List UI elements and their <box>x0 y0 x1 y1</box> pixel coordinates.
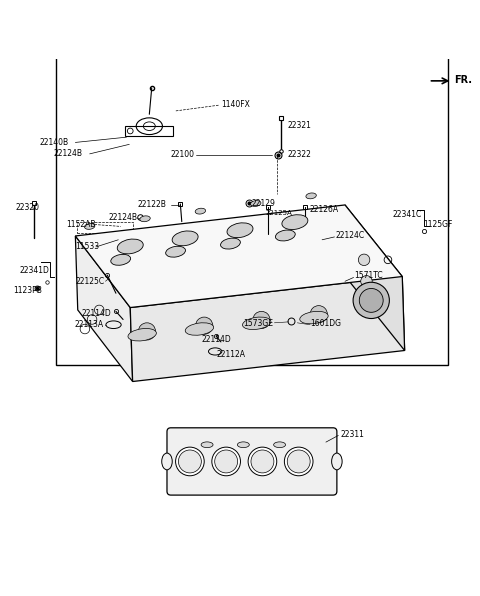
Polygon shape <box>75 236 132 381</box>
Ellipse shape <box>227 223 253 238</box>
Text: 1140FX: 1140FX <box>221 100 250 108</box>
Circle shape <box>248 447 277 476</box>
Text: 22322: 22322 <box>288 150 312 159</box>
Text: 22114D: 22114D <box>82 309 111 318</box>
Circle shape <box>353 283 389 318</box>
Ellipse shape <box>195 208 205 214</box>
Circle shape <box>287 450 310 473</box>
Circle shape <box>215 450 238 473</box>
Text: 22320: 22320 <box>16 203 40 212</box>
Text: 1152AB: 1152AB <box>66 220 96 229</box>
Text: 1123PB: 1123PB <box>13 286 42 296</box>
Ellipse shape <box>238 442 249 448</box>
Ellipse shape <box>201 442 213 448</box>
Ellipse shape <box>251 201 261 206</box>
Ellipse shape <box>162 453 172 470</box>
Ellipse shape <box>172 231 198 246</box>
Circle shape <box>361 275 372 287</box>
Circle shape <box>360 288 383 312</box>
Ellipse shape <box>140 216 150 222</box>
Text: 1601DG: 1601DG <box>311 319 342 328</box>
Circle shape <box>253 311 270 328</box>
Text: 22126A: 22126A <box>309 205 338 214</box>
Text: 22124C: 22124C <box>336 231 365 240</box>
Ellipse shape <box>276 230 295 241</box>
Text: 22124B: 22124B <box>109 213 138 222</box>
Ellipse shape <box>300 311 328 324</box>
Ellipse shape <box>282 215 308 229</box>
Text: 22113A: 22113A <box>74 320 104 329</box>
Ellipse shape <box>242 317 271 330</box>
Text: 1571TC: 1571TC <box>355 271 383 280</box>
Polygon shape <box>75 205 402 308</box>
Text: 1573GE: 1573GE <box>243 319 274 328</box>
Text: 1125GF: 1125GF <box>423 219 452 228</box>
Text: 22311: 22311 <box>340 430 364 439</box>
Text: 22124B: 22124B <box>54 150 83 159</box>
Ellipse shape <box>128 328 156 341</box>
Text: 22125C: 22125C <box>75 277 105 286</box>
Ellipse shape <box>84 224 95 229</box>
Text: 11533: 11533 <box>75 243 99 252</box>
Ellipse shape <box>166 246 185 257</box>
Circle shape <box>359 254 370 266</box>
Circle shape <box>310 306 327 323</box>
Ellipse shape <box>111 254 131 265</box>
Ellipse shape <box>185 323 214 336</box>
Text: 22341D: 22341D <box>20 266 49 275</box>
Circle shape <box>176 447 204 476</box>
Circle shape <box>212 447 240 476</box>
Text: 22341C: 22341C <box>393 210 422 219</box>
Text: 22321: 22321 <box>288 121 312 130</box>
Circle shape <box>196 317 213 334</box>
Text: 22129: 22129 <box>252 199 276 208</box>
Circle shape <box>251 450 274 473</box>
Ellipse shape <box>220 238 240 249</box>
Ellipse shape <box>117 239 143 254</box>
Ellipse shape <box>332 453 342 470</box>
Polygon shape <box>345 205 405 350</box>
Text: 22114D: 22114D <box>202 335 231 344</box>
Text: 22112A: 22112A <box>216 350 245 359</box>
Ellipse shape <box>306 193 316 199</box>
Text: 22125A: 22125A <box>266 210 292 216</box>
Polygon shape <box>130 277 405 381</box>
Circle shape <box>284 447 313 476</box>
FancyBboxPatch shape <box>167 428 337 495</box>
Circle shape <box>138 323 156 340</box>
Text: FR.: FR. <box>454 75 472 85</box>
Text: 22122B: 22122B <box>137 200 166 209</box>
Circle shape <box>179 450 201 473</box>
Circle shape <box>363 297 374 309</box>
Text: 22100: 22100 <box>171 150 195 159</box>
Ellipse shape <box>274 442 286 448</box>
Text: 22140B: 22140B <box>39 138 69 147</box>
